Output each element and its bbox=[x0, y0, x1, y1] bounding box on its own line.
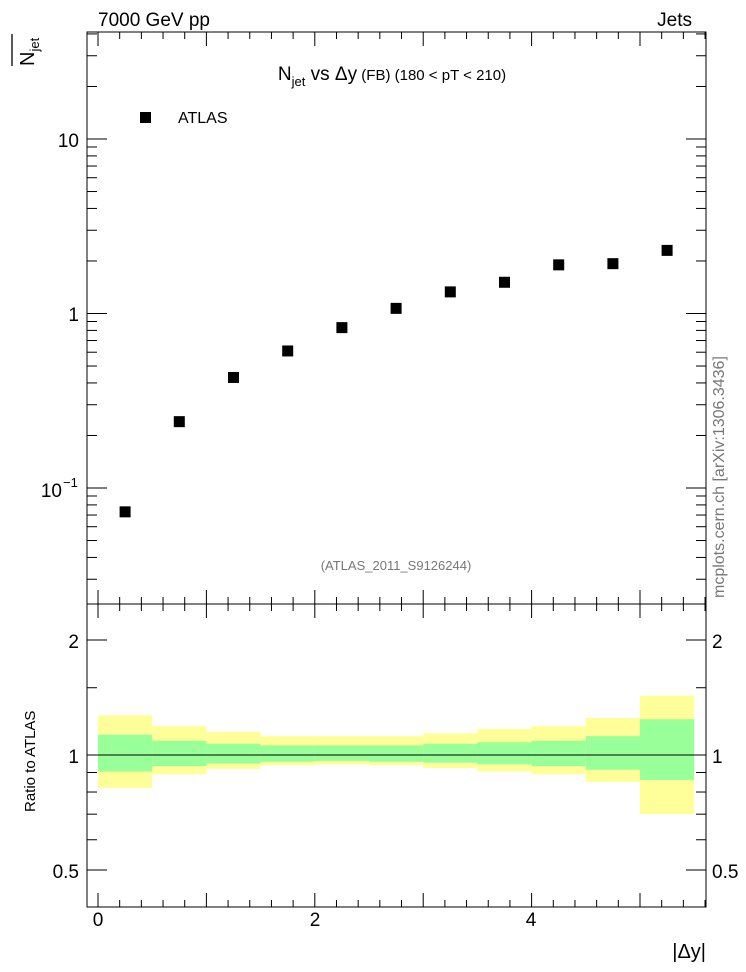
stat-band-bin-8 bbox=[531, 740, 586, 767]
data-point-8 bbox=[553, 259, 565, 271]
stat-band-bin-7 bbox=[477, 742, 532, 765]
x-tick-label-2: 2 bbox=[310, 910, 321, 931]
ratio-y-tick-label-0.5-right: 0.5 bbox=[712, 862, 738, 883]
data-point-0 bbox=[119, 506, 131, 518]
top-y-tick-label-1: 1 bbox=[68, 305, 79, 326]
stat-band-bin-1 bbox=[152, 740, 207, 767]
x-tick-label-4: 4 bbox=[526, 910, 537, 931]
data-point-1 bbox=[173, 416, 185, 428]
data-points bbox=[119, 244, 673, 518]
data-point-3 bbox=[282, 345, 294, 357]
legend-marker bbox=[140, 112, 151, 123]
x-tick-label-0: 0 bbox=[93, 910, 104, 931]
header-left: 7000 GeV pp bbox=[98, 10, 210, 31]
watermark: mcplots.cern.ch [arXiv:1306.3436] bbox=[711, 356, 728, 598]
stat-band-bin-5 bbox=[369, 745, 424, 762]
data-point-5 bbox=[390, 302, 402, 314]
header-right: Jets bbox=[657, 10, 692, 31]
stat-band-bin-3 bbox=[260, 745, 315, 762]
svg-text:−1: −1 bbox=[63, 475, 78, 490]
axis-ticks bbox=[87, 32, 706, 907]
ratio-plot-frame bbox=[86, 603, 707, 908]
top-y-tick-label-10: 10 bbox=[58, 131, 79, 152]
data-point-4 bbox=[336, 322, 348, 334]
stat-band-bin-9 bbox=[585, 736, 640, 770]
stat-band-bin-4 bbox=[314, 745, 369, 761]
data-point-9 bbox=[607, 258, 619, 270]
top-y-axis-label: Njet bbox=[11, 34, 42, 66]
analysis-tag: (ATLAS_2011_S9126244) bbox=[321, 558, 472, 573]
x-axis-label: |Δy| bbox=[672, 941, 706, 963]
legend-label: ATLAS bbox=[178, 110, 228, 127]
ratio-y-tick-label-1-right: 1 bbox=[712, 747, 723, 768]
stat-band-bin-2 bbox=[206, 743, 261, 764]
data-point-6 bbox=[444, 286, 456, 298]
ratio-y-tick-label-2-right: 2 bbox=[712, 632, 723, 653]
ratio-y-tick-label-2: 2 bbox=[68, 632, 79, 653]
ratio-y-tick-label-1: 1 bbox=[68, 747, 79, 768]
chart-title: Njet vs Δy (FB) (180 < pT < 210) bbox=[278, 64, 506, 89]
data-point-7 bbox=[499, 276, 510, 288]
ratio-y-tick-label-0.5: 0.5 bbox=[53, 862, 79, 883]
ratio-bands bbox=[98, 695, 695, 815]
ratio-y-axis-label: Ratio to ATLAS bbox=[22, 711, 39, 812]
stat-band-bin-0 bbox=[98, 734, 153, 772]
svg-text:Njet: Njet bbox=[17, 37, 42, 66]
stat-band-bin-6 bbox=[423, 743, 478, 763]
top-y-tick-label-0.1: 10 −1 bbox=[41, 475, 78, 502]
stat-band-bin-10 bbox=[640, 719, 695, 781]
svg-text:10: 10 bbox=[41, 481, 62, 502]
data-point-2 bbox=[228, 371, 239, 383]
data-point-10 bbox=[661, 244, 673, 256]
